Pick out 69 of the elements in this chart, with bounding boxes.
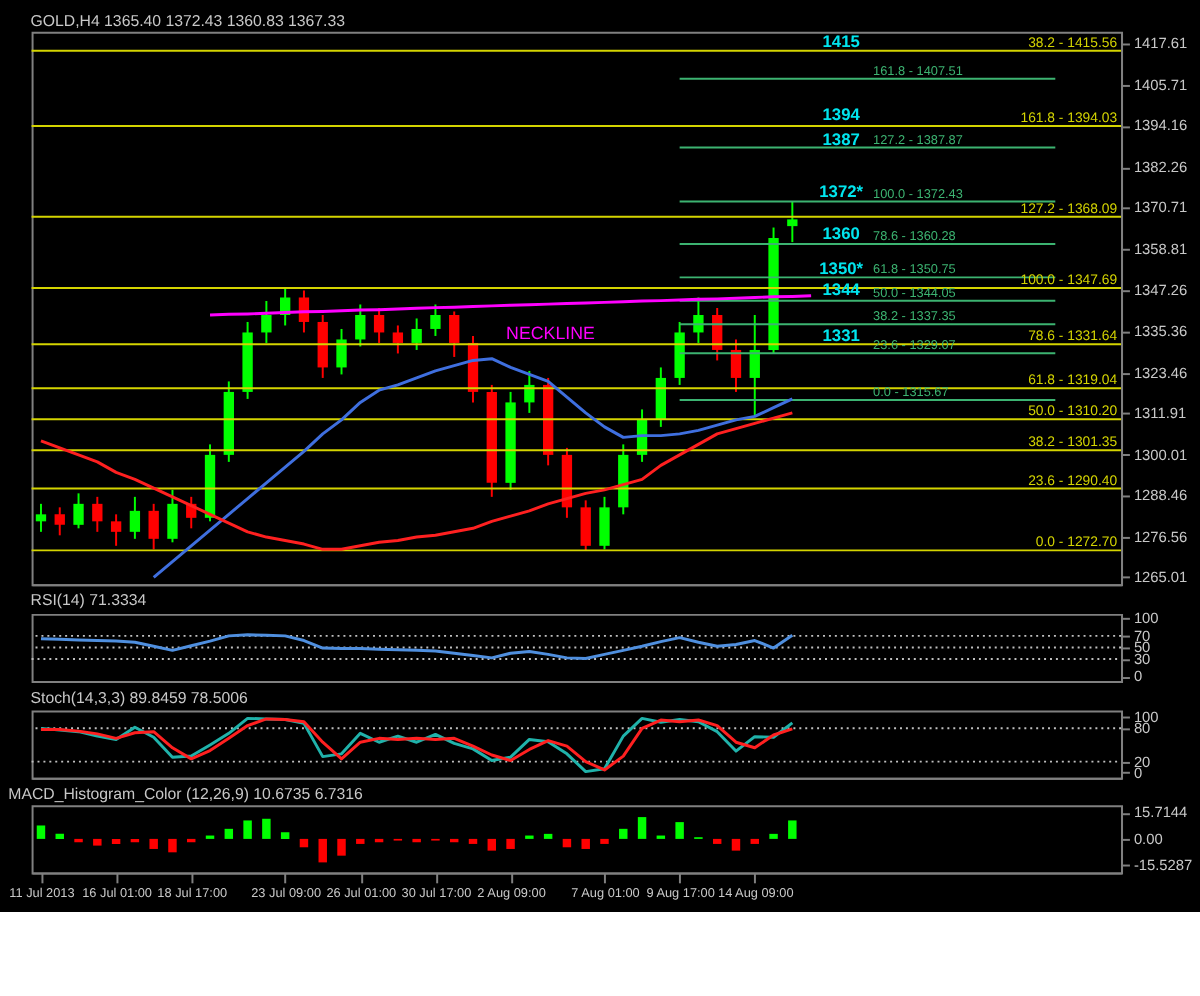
candlestick xyxy=(167,488,178,544)
bar xyxy=(299,838,309,848)
candlestick xyxy=(54,506,65,537)
bar xyxy=(318,838,327,863)
candlestick xyxy=(580,499,591,552)
bar xyxy=(581,838,590,849)
annotation: 1350* xyxy=(819,258,865,279)
bar xyxy=(36,825,46,839)
chart-title: Stoch(14,3,3) 89.8459 78.5006 xyxy=(30,689,249,708)
bar xyxy=(562,838,572,848)
candlestick xyxy=(110,513,122,547)
candlestick xyxy=(693,296,704,344)
bar xyxy=(280,832,290,839)
candlestick xyxy=(599,495,610,551)
bar xyxy=(337,838,346,856)
candlestick xyxy=(355,303,366,348)
bar xyxy=(712,838,722,844)
candlestick xyxy=(92,495,103,533)
bar xyxy=(168,838,177,853)
bar xyxy=(506,838,515,849)
bar xyxy=(543,833,553,839)
candlestick xyxy=(449,310,460,358)
bar xyxy=(93,838,102,846)
bar xyxy=(224,828,234,839)
bar xyxy=(750,838,759,844)
candlestick xyxy=(373,306,385,344)
bar xyxy=(487,838,497,851)
bar xyxy=(619,828,628,839)
candlestick xyxy=(524,369,535,414)
line-series xyxy=(39,633,794,660)
annotation: 1360 xyxy=(822,223,861,244)
line-series xyxy=(152,357,794,579)
bar xyxy=(243,820,252,839)
candlestick xyxy=(129,495,141,540)
bar xyxy=(769,833,778,839)
bar xyxy=(262,818,271,839)
chart-title: GOLD,H4 1365.40 1372.43 1360.83 1367.33 xyxy=(30,11,347,30)
bar xyxy=(149,838,158,849)
bar xyxy=(55,833,64,839)
candlestick xyxy=(674,320,685,386)
candlestick xyxy=(336,327,347,376)
annotation: 1372* xyxy=(819,181,865,202)
candlestick xyxy=(730,338,742,393)
candlestick xyxy=(392,324,404,355)
bar xyxy=(731,838,741,851)
candlestick xyxy=(430,303,441,337)
chart-title: RSI(14) 71.3334 xyxy=(30,590,148,609)
candlestick xyxy=(261,299,272,344)
candlestick xyxy=(148,502,159,551)
annotation: 1394 xyxy=(822,104,861,125)
bar xyxy=(468,838,478,844)
series-label: NECKLINE xyxy=(506,322,596,343)
bar xyxy=(600,838,609,844)
bar xyxy=(788,820,797,839)
candlestick xyxy=(317,313,328,379)
bar xyxy=(675,822,684,839)
candlestick xyxy=(35,502,47,533)
candlestick xyxy=(411,317,422,351)
bar xyxy=(637,817,647,839)
line-series xyxy=(39,411,794,551)
bar xyxy=(356,838,365,844)
candlestick xyxy=(73,492,84,530)
candlestick xyxy=(749,313,760,418)
bar xyxy=(111,838,121,844)
candlestick xyxy=(787,200,798,244)
annotation: 1387 xyxy=(822,128,861,149)
chart-title: MACD_Histogram_Color (12,26,9) 10.6735 6.7316 xyxy=(8,784,365,803)
annotation: 1415 xyxy=(822,30,861,51)
annotation: 1331 xyxy=(822,324,861,345)
